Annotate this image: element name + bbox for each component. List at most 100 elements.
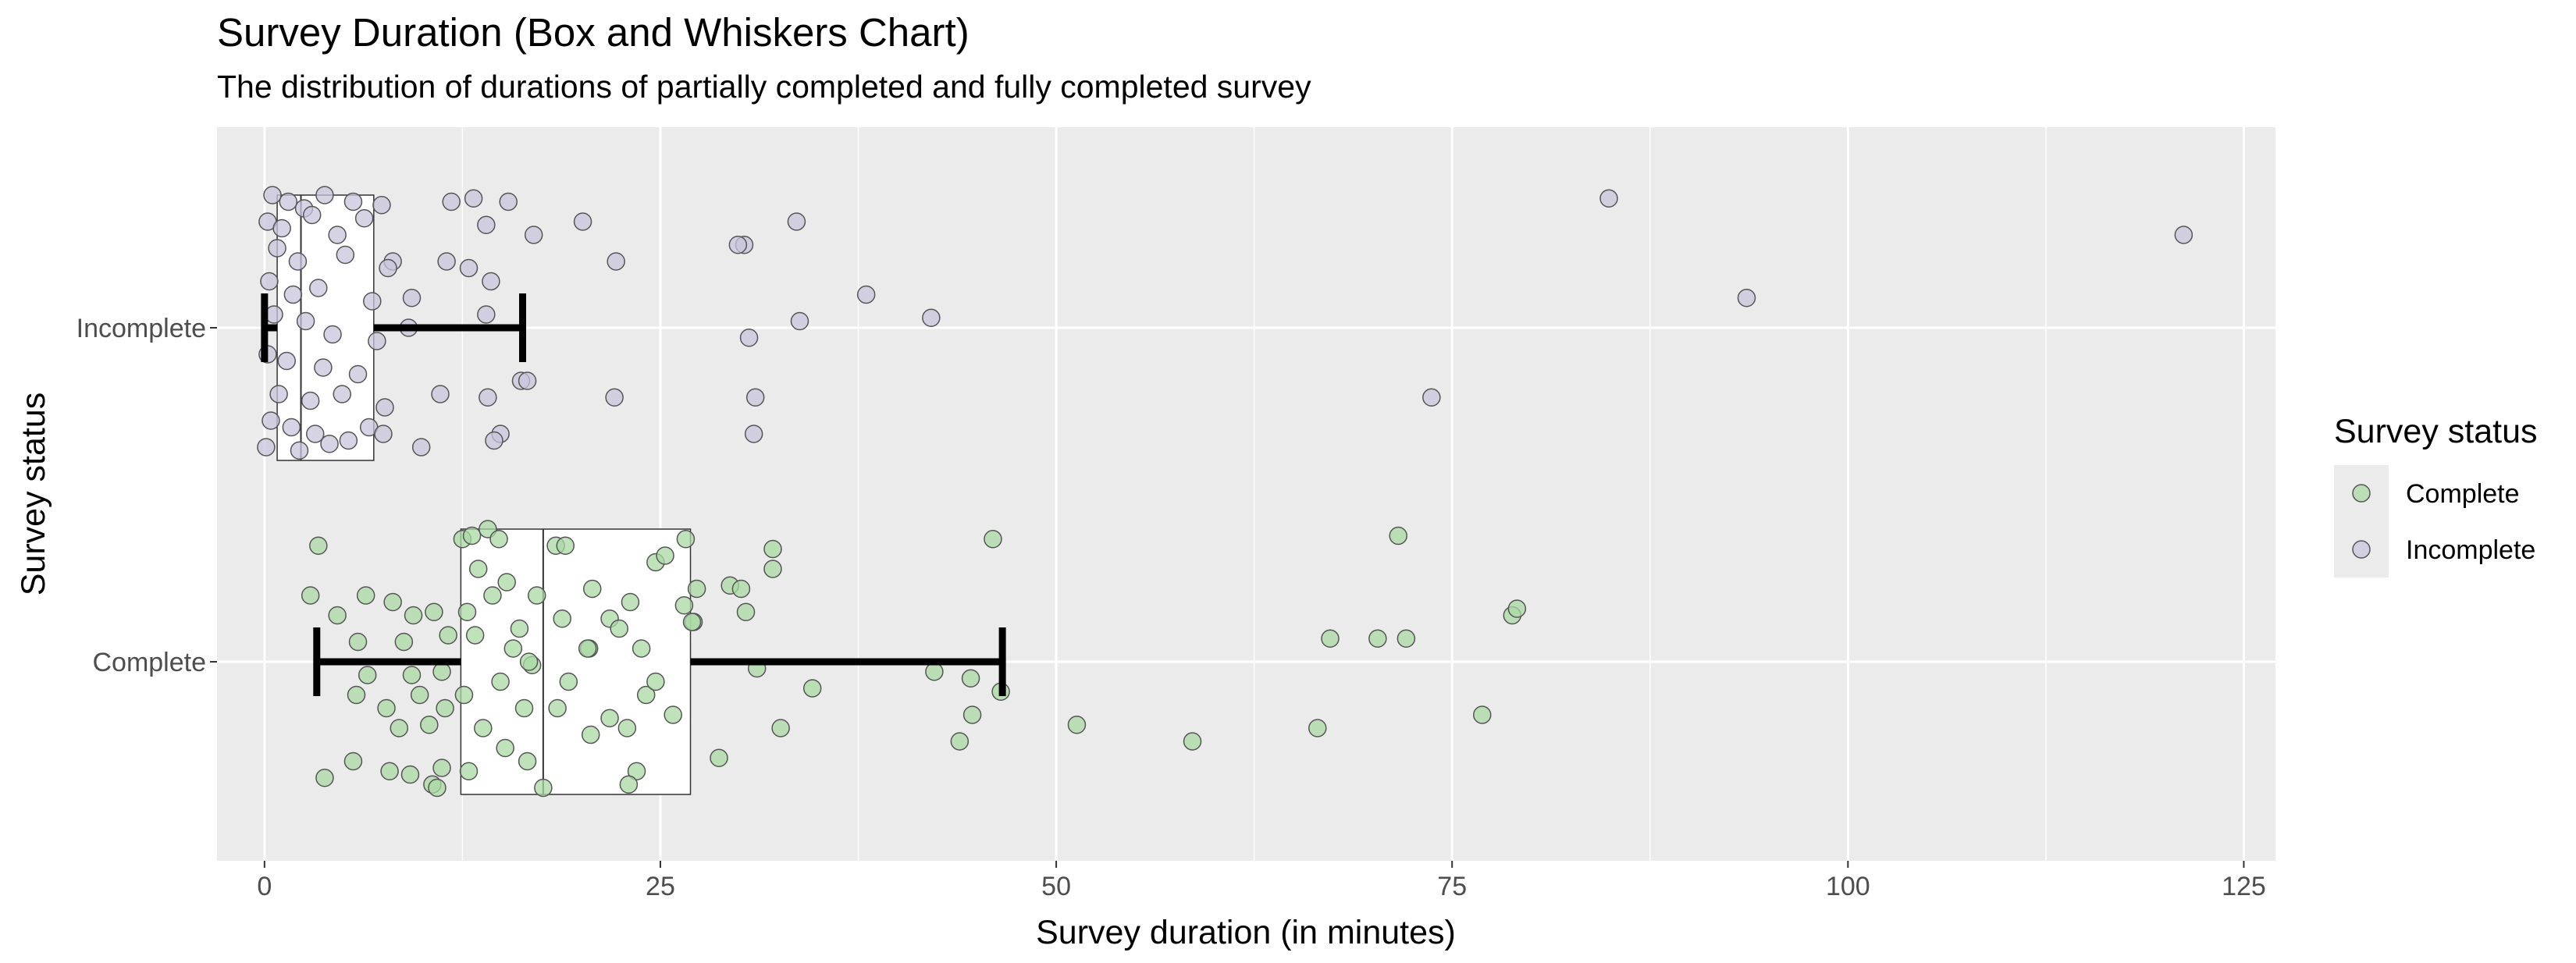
data-point-complete [578, 639, 597, 658]
data-point-incomplete [1599, 189, 1618, 208]
data-point-complete [432, 759, 451, 777]
data-point-incomplete [1422, 388, 1441, 407]
data-point-complete [468, 560, 488, 578]
data-point-complete [491, 672, 510, 691]
legend-title: Survey status [2334, 413, 2538, 450]
data-point-complete [1067, 716, 1087, 734]
legend: Survey status Complete Incomplete [2334, 413, 2538, 577]
data-point-incomplete [301, 391, 320, 410]
data-point-incomplete [333, 385, 351, 403]
data-point-complete [489, 530, 508, 549]
y-tick-label: Complete [92, 648, 206, 677]
data-point-complete [439, 626, 457, 645]
data-point-complete [457, 602, 477, 621]
data-point-incomplete [605, 388, 624, 407]
legend-label: Incomplete [2406, 535, 2535, 565]
data-point-incomplete [260, 272, 279, 291]
data-point-incomplete [268, 239, 286, 258]
data-point-incomplete [402, 289, 422, 307]
data-point-complete [763, 560, 782, 578]
data-point-complete [1472, 705, 1492, 724]
data-point-complete [687, 579, 706, 599]
data-point-incomplete [607, 252, 625, 271]
data-point-complete [627, 762, 646, 780]
data-point-incomplete [459, 258, 479, 278]
data-point-incomplete [290, 441, 309, 460]
data-point-incomplete [363, 292, 382, 311]
data-point-complete [581, 725, 600, 744]
data-point-incomplete [272, 219, 291, 238]
data-point-complete [497, 573, 516, 592]
data-point-incomplete [728, 236, 748, 254]
data-point-complete [420, 716, 439, 734]
data-point-complete [632, 639, 651, 658]
data-point-complete [356, 586, 375, 605]
data-point-complete [636, 685, 656, 705]
points-layer [257, 186, 2194, 798]
data-point-complete [582, 579, 602, 599]
data-point-complete [465, 626, 485, 645]
data-point-complete [390, 719, 409, 737]
data-point-incomplete [269, 385, 288, 403]
data-point-complete [309, 536, 328, 555]
boxes-layer [276, 194, 692, 795]
data-point-complete [380, 762, 399, 780]
data-point-incomplete [323, 325, 342, 344]
data-point-complete [610, 619, 628, 638]
data-point-incomplete [745, 388, 765, 407]
data-point-complete [301, 586, 320, 605]
data-point-incomplete [328, 226, 347, 244]
data-point-complete [1368, 629, 1387, 648]
data-point-complete [548, 698, 567, 718]
data-point-complete [402, 666, 422, 684]
data-point-incomplete [573, 212, 592, 231]
data-point-incomplete [482, 272, 500, 291]
data-point-complete [400, 765, 420, 784]
data-point-incomplete [744, 425, 763, 443]
chart-subtitle: The distribution of durations of partial… [217, 69, 1311, 105]
data-point-complete [394, 632, 414, 652]
data-point-complete [1321, 629, 1340, 648]
x-tick-label: 25 [646, 872, 675, 901]
data-point-incomplete [375, 398, 394, 417]
data-point-incomplete [336, 245, 355, 265]
data-point-complete [377, 698, 396, 718]
data-point-complete [676, 530, 696, 549]
data-point-incomplete [790, 311, 809, 331]
data-point-complete [404, 606, 423, 625]
data-point-complete [962, 705, 982, 724]
data-point-incomplete [485, 431, 503, 450]
data-point-incomplete [437, 252, 456, 271]
data-point-complete [510, 619, 529, 638]
data-point-complete [710, 748, 728, 767]
data-point-incomplete [283, 285, 303, 304]
data-point-incomplete [787, 212, 806, 231]
data-point-complete [656, 546, 674, 565]
data-point-incomplete [922, 308, 941, 327]
data-point-complete [1308, 719, 1327, 737]
data-point-complete [556, 536, 575, 555]
data-point-complete [496, 738, 514, 758]
data-point-incomplete [314, 358, 333, 377]
data-point-complete [950, 732, 970, 751]
data-point-incomplete [856, 285, 876, 304]
data-point-complete [619, 775, 639, 794]
y-axis-title: Survey status [15, 393, 52, 596]
data-point-complete [763, 539, 782, 559]
data-point-complete [454, 685, 474, 705]
data-point-complete [559, 672, 578, 691]
data-point-complete [802, 679, 822, 698]
whiskers-layer [261, 293, 1006, 696]
data-point-complete [736, 602, 756, 621]
data-point-complete [503, 639, 523, 658]
data-point-incomplete [288, 252, 308, 271]
data-point-complete [428, 778, 447, 798]
data-point-incomplete [309, 279, 328, 297]
x-tick-label: 100 [1826, 872, 1870, 901]
data-point-incomplete [1737, 289, 1756, 307]
legend-marker-complete [2352, 484, 2371, 503]
data-point-complete [483, 586, 502, 605]
data-point-incomplete [442, 192, 461, 211]
data-point-complete [410, 685, 429, 705]
data-point-complete [1397, 629, 1416, 648]
